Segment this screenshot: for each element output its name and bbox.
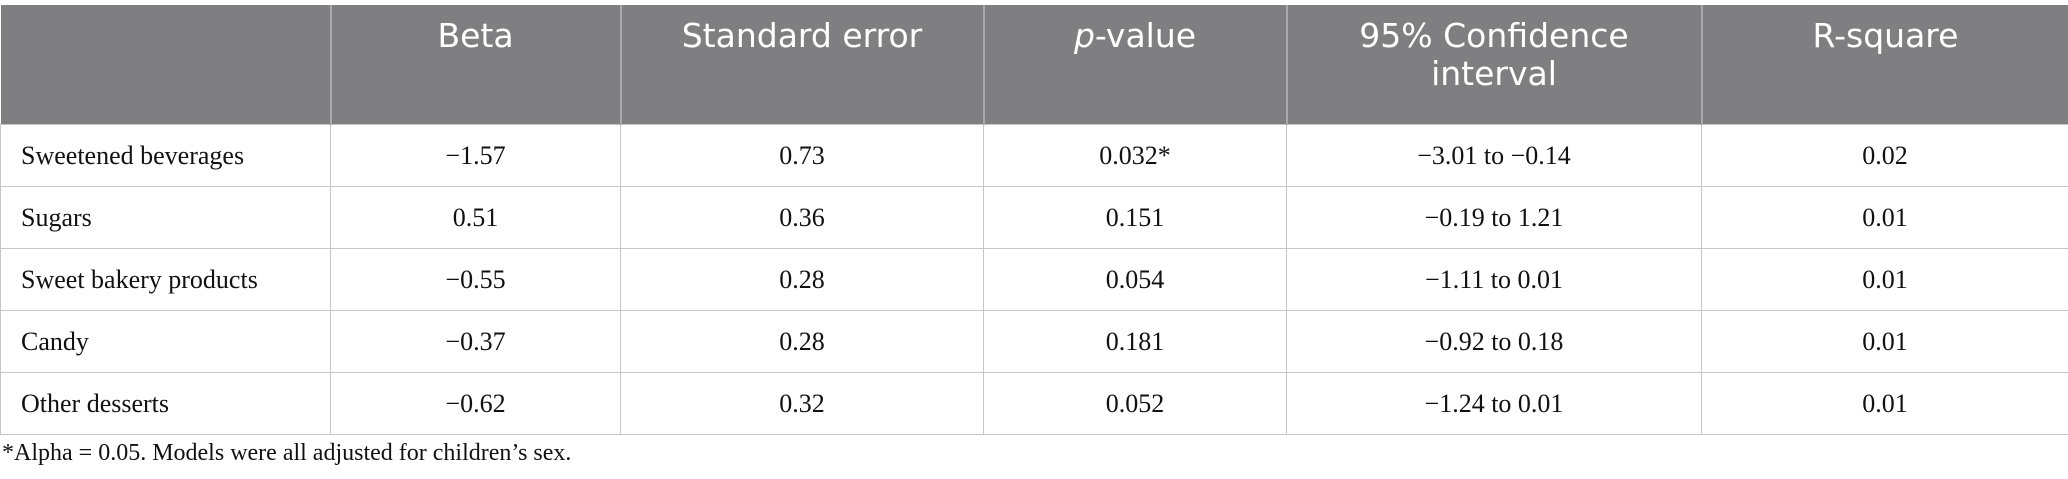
- column-header: Beta: [329, 5, 621, 125]
- table-cell: 0.01: [1701, 186, 2068, 249]
- row-label: Other desserts: [0, 372, 331, 435]
- table-cell: 0.32: [620, 372, 984, 435]
- table-row: Sweetened beverages −1.57 0.73 0.032* −3.01 …: [0, 124, 2068, 187]
- table-cell: −0.62: [330, 372, 621, 435]
- table-row: Sweet bakery products −0.55 0.28 0.054 −1.11…: [0, 248, 2068, 311]
- table-row: Candy −0.37 0.28 0.181 −0.92 to 0.18 0.01: [0, 310, 2068, 373]
- column-header-text: -value: [1094, 16, 1197, 55]
- table-cell: −1.11 to 0.01: [1286, 248, 1702, 311]
- column-header: p-value: [982, 5, 1287, 125]
- table-cell: −0.92 to 0.18: [1286, 310, 1702, 373]
- table-cell: 0.01: [1701, 372, 2068, 435]
- table-cell: 0.01: [1701, 310, 2068, 373]
- table-cell: −3.01 to −0.14: [1286, 124, 1702, 187]
- table-cell: 0.36: [620, 186, 984, 249]
- column-header: R-square: [1700, 5, 2068, 125]
- footnote: *Alpha = 0.05. Models were all adjusted …: [2, 440, 572, 466]
- table-cell: 0.28: [620, 248, 984, 311]
- table-cell: 0.181: [983, 310, 1287, 373]
- table-row: Other desserts −0.62 0.32 0.052 −1.24 to 0.0…: [0, 372, 2068, 435]
- row-label: Sugars: [0, 186, 331, 249]
- table-cell: 0.28: [620, 310, 984, 373]
- results-table: Beta Standard error p-value 95% Confiden…: [0, 5, 2068, 435]
- table-cell: −0.55: [330, 248, 621, 311]
- row-label: Sweet bakery products: [0, 248, 331, 311]
- table-cell: 0.51: [330, 186, 621, 249]
- table-cell: 0.151: [983, 186, 1287, 249]
- table-cell: −0.37: [330, 310, 621, 373]
- column-header: 95% Confidence interval: [1285, 5, 1702, 125]
- row-label: Candy: [0, 310, 331, 373]
- table-cell: 0.01: [1701, 248, 2068, 311]
- table-cell: −0.19 to 1.21: [1286, 186, 1702, 249]
- table-cell: −1.24 to 0.01: [1286, 372, 1702, 435]
- table-cell: 0.054: [983, 248, 1287, 311]
- row-label: Sweetened beverages: [0, 124, 331, 187]
- table-cell: −1.57: [330, 124, 621, 187]
- table-cell: 0.032*: [983, 124, 1287, 187]
- table-cell: 0.052: [983, 372, 1287, 435]
- column-header: Standard error: [619, 5, 984, 125]
- table-cell: 0.73: [620, 124, 984, 187]
- table-cell: 0.02: [1701, 124, 2068, 187]
- table-row: Sugars 0.51 0.36 0.151 −0.19 to 1.21 0.01: [0, 186, 2068, 249]
- header-row: Beta Standard error p-value 95% Confiden…: [0, 5, 2068, 125]
- italic-symbol: p: [1073, 16, 1095, 55]
- corner-cell: [0, 5, 331, 125]
